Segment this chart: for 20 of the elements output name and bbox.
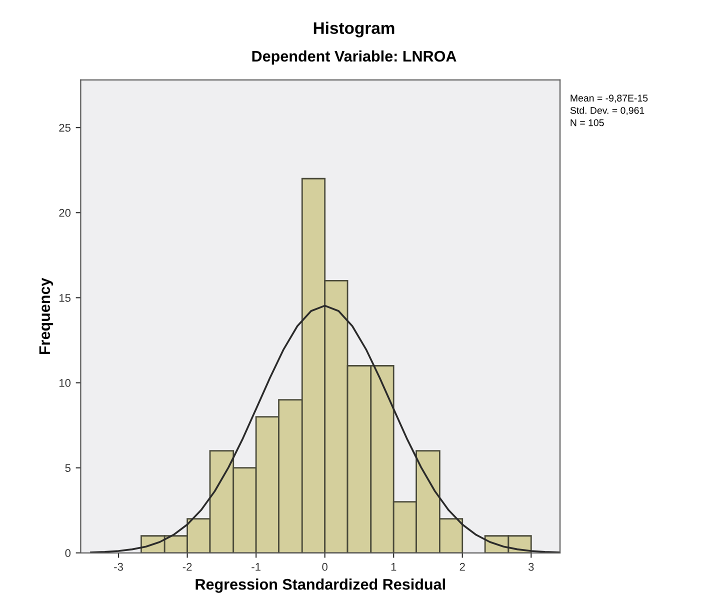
chart-title: Histogram bbox=[314, 22, 394, 38]
x-tick-label: 0 bbox=[322, 562, 328, 571]
x-tick-label: 2 bbox=[460, 562, 465, 571]
y-axis-title: Frequency bbox=[39, 278, 54, 354]
x-tick-label: -3 bbox=[114, 562, 123, 571]
y-tick-label: 15 bbox=[59, 294, 71, 302]
x-tick-label: -2 bbox=[182, 562, 192, 571]
text: Std. Dev. = 0,961 bbox=[570, 106, 644, 116]
text: Mean = -9,87E-15 bbox=[570, 94, 648, 103]
x-axis-title: Regression Standardized Residual bbox=[196, 578, 445, 593]
text: N = 105 bbox=[570, 119, 604, 126]
x-tick-label: 3 bbox=[528, 562, 534, 571]
x-tick-label: 1 bbox=[391, 563, 396, 571]
y-tick-label: 5 bbox=[65, 464, 71, 472]
chart-subtitle: Dependent Variable: LNROA bbox=[252, 50, 456, 65]
y-tick-label: 10 bbox=[59, 379, 71, 387]
y-tick-label: 20 bbox=[59, 208, 71, 217]
y-tick-label: 25 bbox=[59, 124, 71, 132]
y-tick-label: 0 bbox=[65, 549, 71, 558]
x-tick-label: -1 bbox=[252, 563, 260, 571]
